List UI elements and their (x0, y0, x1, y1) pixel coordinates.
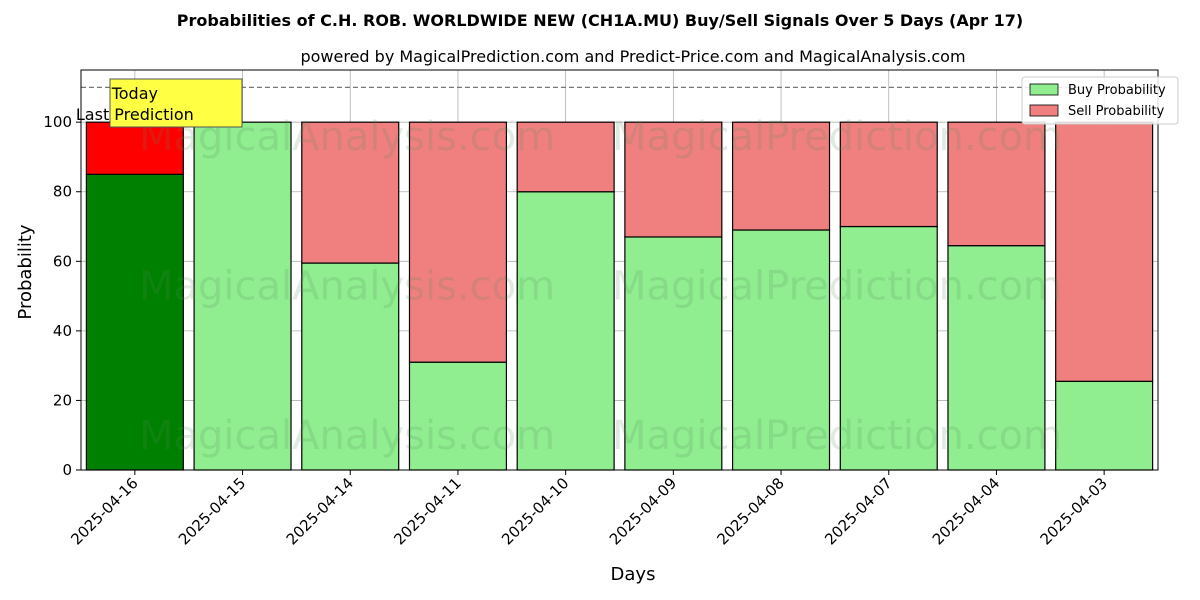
annotation-line1: Today (111, 84, 158, 103)
buy-bar (731, 229, 831, 471)
buy-bar (624, 236, 723, 471)
x-tick-label: 2025-04-03 (1037, 474, 1111, 548)
watermark-text: MagicalPrediction.com (612, 264, 1062, 310)
x-tick-label: 2025-04-08 (713, 474, 787, 548)
sell-bar (85, 121, 184, 175)
sell-bar (731, 121, 831, 231)
x-tick-label: 2025-04-07 (821, 474, 895, 548)
annotation-line2: Last Prediction (76, 105, 194, 124)
legend-swatch (1029, 83, 1059, 96)
y-tick-label: 0 (62, 461, 72, 479)
sell-bar (301, 121, 400, 264)
chart-subtitle: powered by MagicalPrediction.com and Pre… (300, 47, 965, 66)
legend: Buy Probability Sell Probability (1021, 76, 1179, 125)
x-tick-label: 2025-04-16 (67, 474, 141, 548)
y-tick-label: 20 (53, 391, 72, 409)
y-tick-label: 40 (53, 322, 72, 340)
buy-bar (408, 361, 508, 471)
buy-bar (839, 225, 938, 471)
legend-label: Buy Probability (1068, 83, 1166, 98)
watermark-text: MagicalAnalysis.com (139, 413, 555, 459)
y-axis-label: Probability (15, 224, 36, 319)
x-tick-label: 2025-04-11 (390, 474, 464, 548)
watermark-text: MagicalAnalysis.com (139, 264, 555, 310)
sell-bar (839, 121, 938, 228)
x-tick-label: 2025-04-10 (498, 474, 572, 548)
legend-swatch (1029, 104, 1059, 117)
sell-bar (516, 121, 615, 193)
chart-title: Probabilities of C.H. ROB. WORLDWIDE NEW… (177, 11, 1023, 30)
bars-group (85, 121, 1154, 471)
annotation-box (109, 78, 243, 128)
buy-bar (85, 173, 184, 471)
buy-bar (1055, 380, 1154, 471)
legend-box (1021, 76, 1179, 125)
y-tick-label: 100 (43, 113, 72, 131)
sell-bar (408, 121, 508, 363)
buy-bar (301, 262, 400, 471)
x-tick-label: 2025-04-15 (175, 474, 249, 548)
plot-frame (80, 69, 1159, 471)
buy-bar (947, 245, 1046, 471)
y-tick-label: 60 (53, 252, 72, 270)
watermark-text: MagicalPrediction.com (612, 413, 1062, 459)
watermarks: MagicalAnalysis.com MagicalPrediction.com… (139, 114, 1062, 459)
x-tick-label: 2025-04-04 (929, 474, 1003, 548)
x-axis-label: Days (611, 564, 656, 585)
sell-bar (624, 121, 723, 238)
sell-bar (1055, 121, 1154, 382)
annotation-group: Today Last Prediction (76, 78, 243, 128)
watermark-text: MagicalPrediction.com (612, 114, 1062, 160)
legend-label: Sell Probability (1068, 104, 1165, 119)
x-tick-label: 2025-04-09 (606, 474, 680, 548)
y-tick-label: 80 (53, 183, 72, 201)
x-tick-label: 2025-04-14 (283, 474, 357, 548)
sell-bar (947, 121, 1046, 247)
